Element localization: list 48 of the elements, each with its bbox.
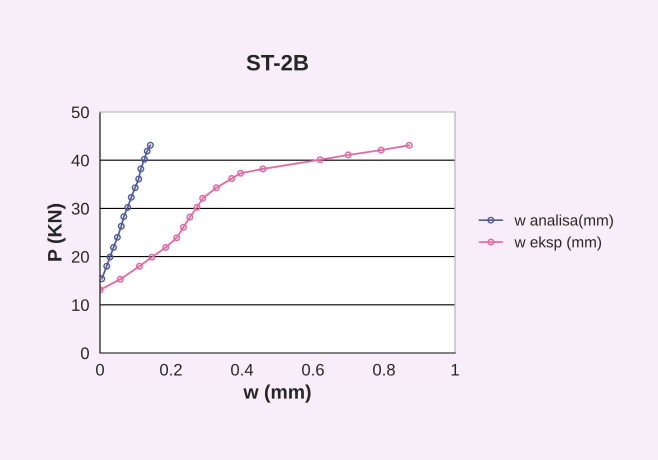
point	[237, 170, 244, 177]
point	[144, 148, 151, 155]
point	[378, 146, 385, 154]
point	[344, 151, 352, 158]
x-tick-label: 0.2	[160, 364, 182, 376]
point	[114, 234, 121, 241]
legend-label: w analisa(mm)	[514, 214, 613, 229]
point	[116, 276, 124, 283]
y-tick-label: 40	[71, 154, 89, 166]
point	[228, 175, 236, 182]
legend-label: w eksp (mm)	[514, 236, 602, 251]
point	[120, 213, 128, 220]
point	[132, 184, 139, 192]
point	[193, 204, 200, 211]
point	[406, 142, 413, 149]
x-tick-label: 0	[96, 364, 104, 376]
point	[137, 165, 144, 172]
y-axis-title: P (KN)	[47, 204, 66, 261]
point	[128, 194, 135, 201]
point	[146, 142, 154, 149]
x-tick-label: 0.6	[302, 364, 324, 376]
point	[136, 262, 143, 270]
point	[162, 244, 170, 251]
point	[186, 214, 194, 221]
x-tick-label: 0.8	[373, 364, 395, 376]
point	[259, 165, 266, 172]
chart-title: ST-2B	[246, 54, 308, 71]
y-tick-label: 30	[72, 202, 89, 215]
point	[316, 156, 324, 164]
point	[140, 156, 148, 163]
y-tick-label: 50	[72, 106, 89, 118]
x-tick-label: 0.4	[231, 364, 254, 376]
point	[118, 222, 125, 230]
y-tick-label: 0	[80, 347, 89, 360]
point	[199, 194, 206, 202]
point	[103, 262, 110, 270]
point	[135, 176, 142, 182]
point	[148, 254, 156, 261]
y-tick-label: 20	[72, 251, 89, 263]
point	[124, 204, 132, 211]
point	[212, 184, 220, 192]
point	[106, 254, 114, 261]
x-axis-title: w (mm)	[243, 384, 311, 403]
x-tick-label: 1	[452, 364, 459, 376]
point	[110, 244, 117, 251]
point	[180, 224, 187, 231]
point	[173, 234, 180, 242]
y-tick-label: 10	[72, 299, 89, 312]
